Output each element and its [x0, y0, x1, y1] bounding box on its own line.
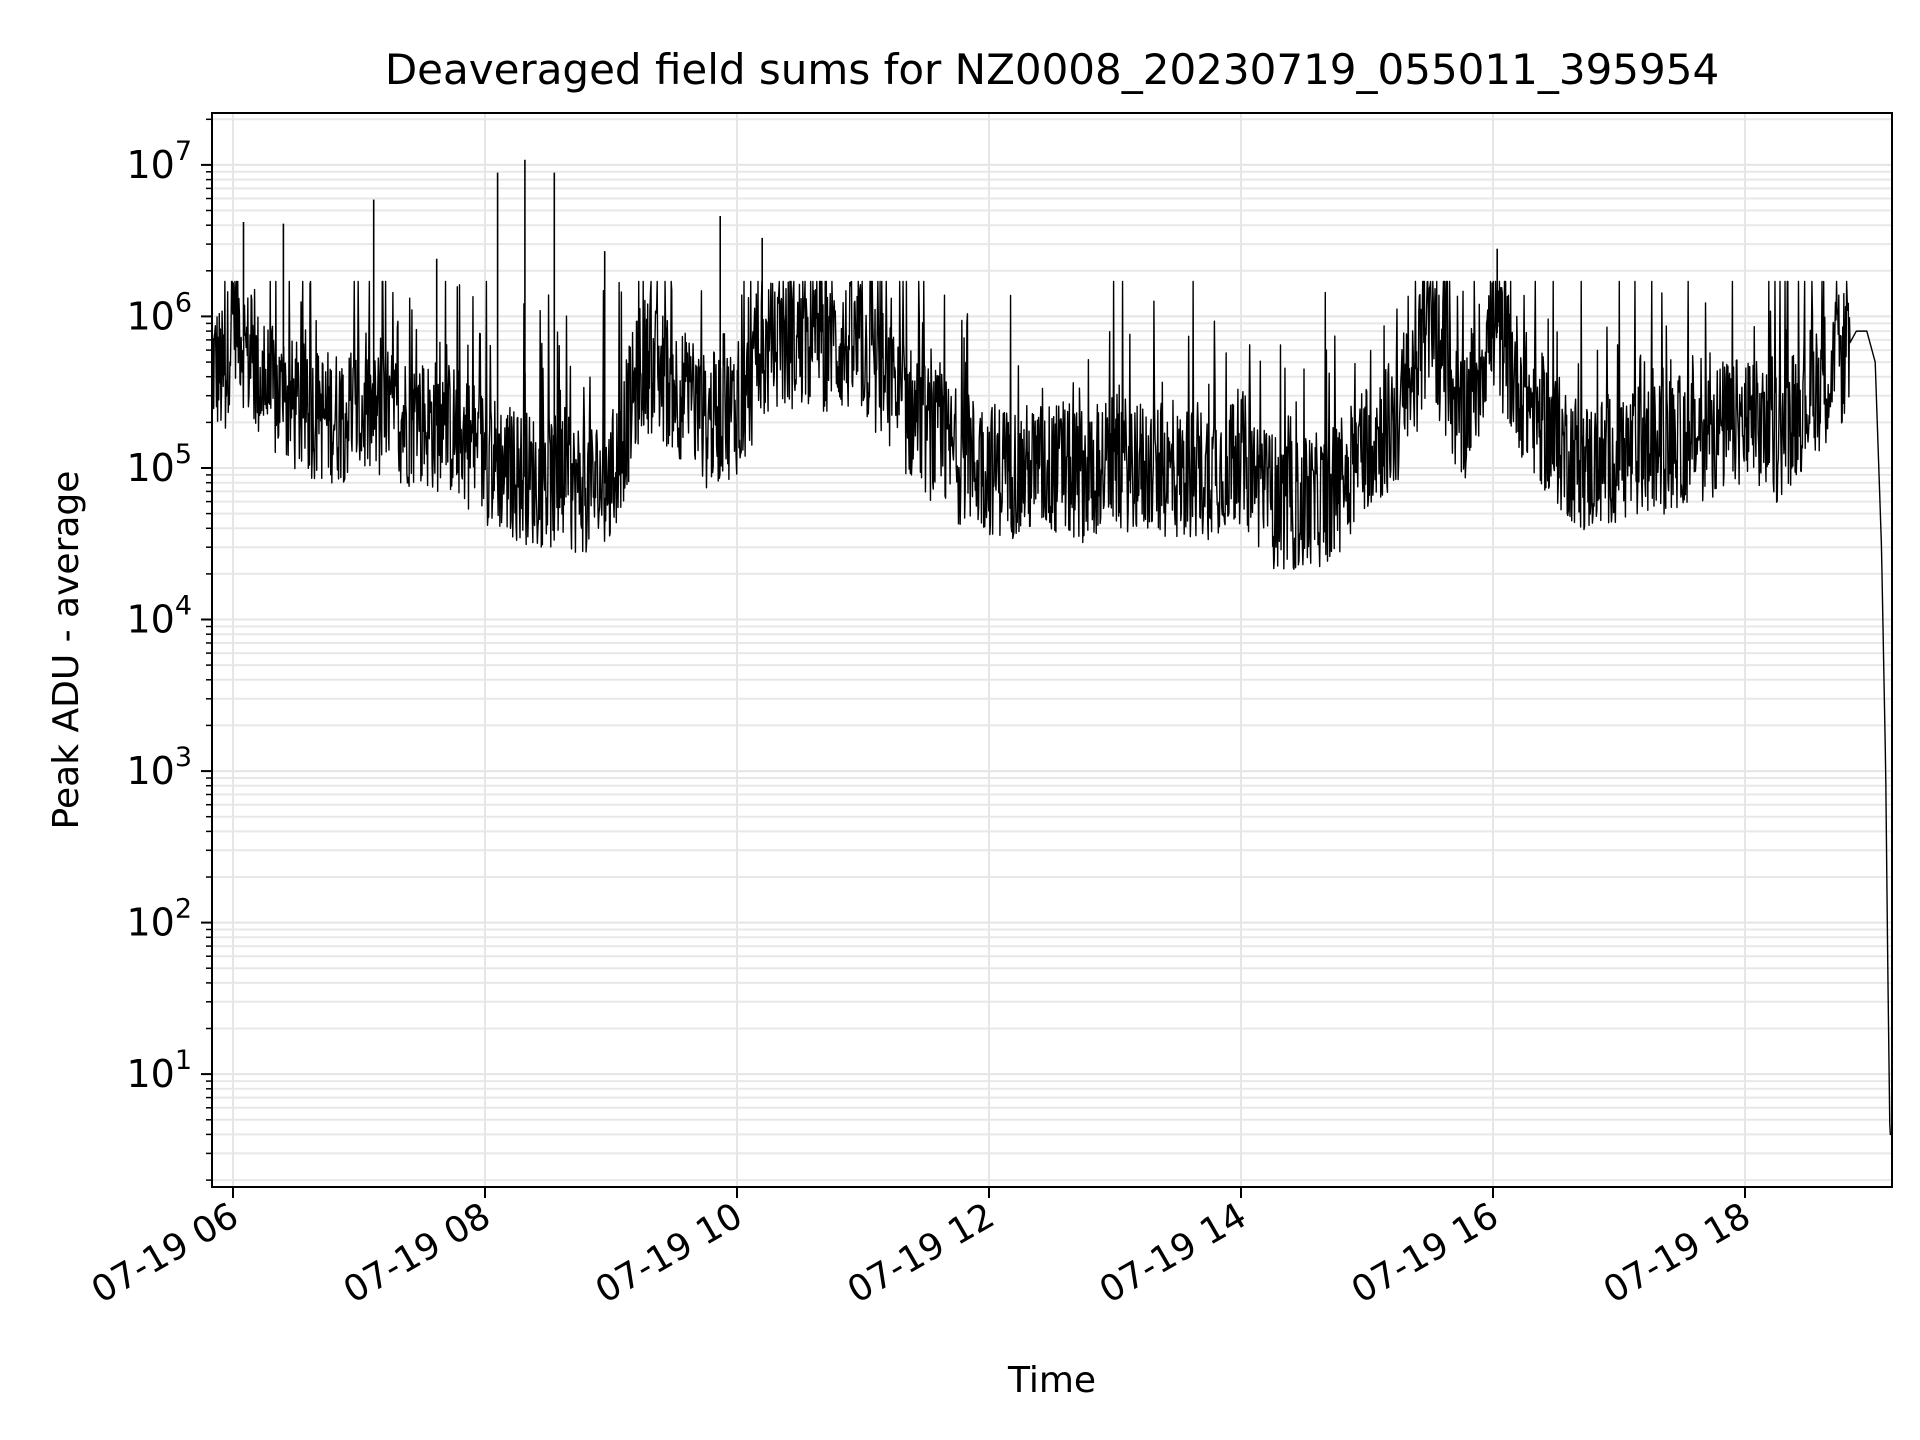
- plot-frame: [211, 112, 1893, 1188]
- y-tick-label: 107: [126, 136, 192, 187]
- series-layer: [211, 159, 1893, 1136]
- data-series-line: [211, 280, 1893, 1136]
- grid: [212, 113, 1892, 1187]
- chart-title: Deaveraged field sums for NZ0008_2023071…: [385, 45, 1719, 94]
- y-axis-label: Peak ADU - average: [46, 471, 87, 830]
- x-axis-label: Time: [1007, 1360, 1096, 1401]
